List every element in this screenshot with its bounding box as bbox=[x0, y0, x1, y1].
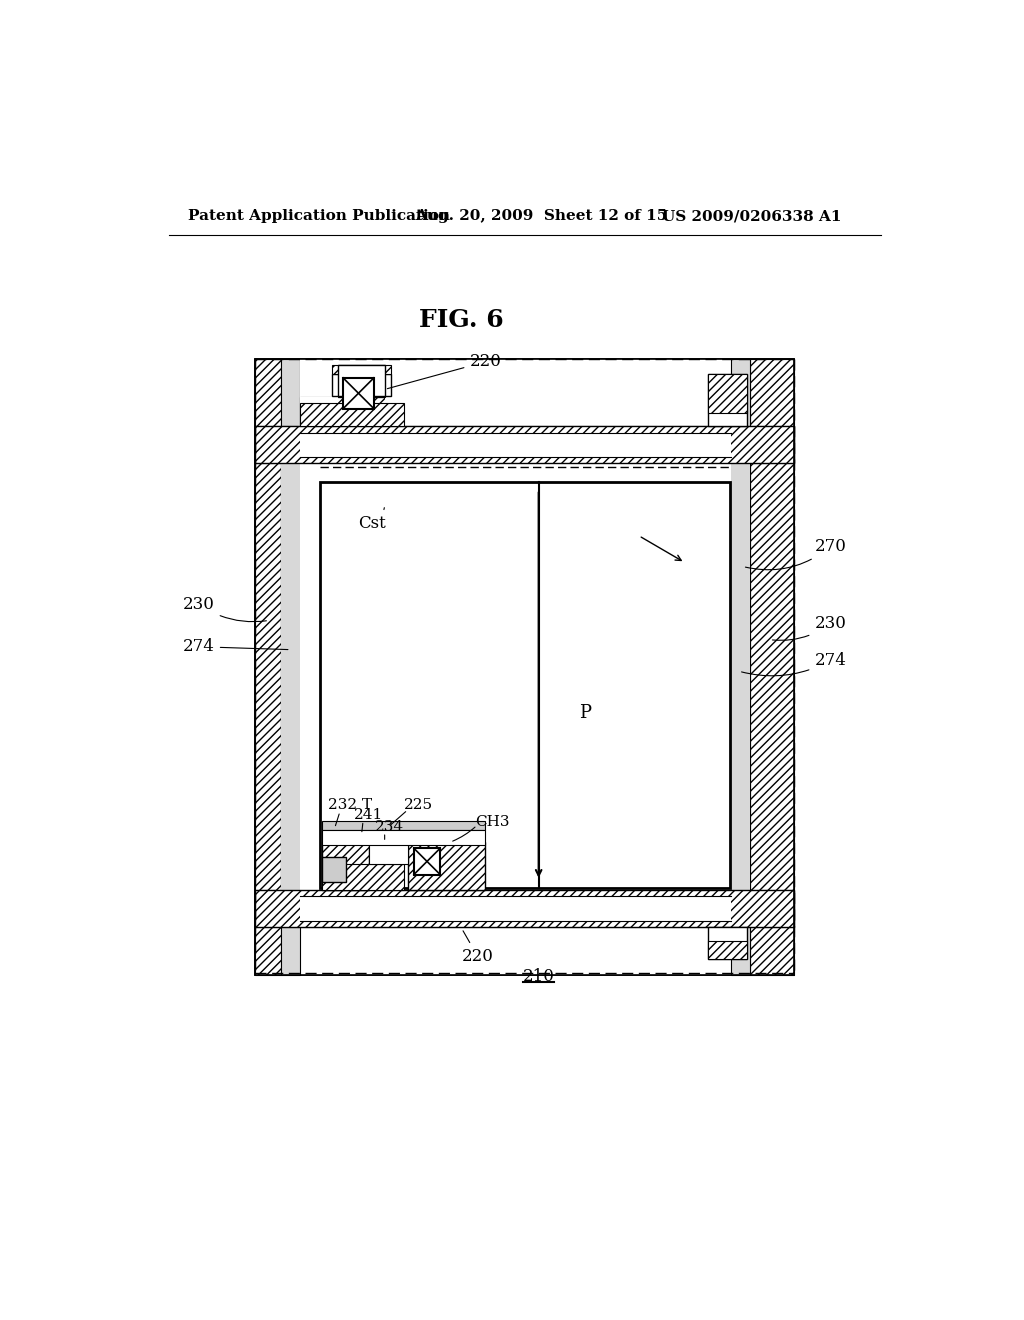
Bar bbox=[343, 378, 374, 409]
Bar bbox=[731, 359, 750, 974]
Text: 210: 210 bbox=[522, 968, 555, 985]
Text: 230: 230 bbox=[772, 615, 846, 640]
Bar bbox=[333, 374, 391, 396]
Bar bbox=[708, 374, 746, 426]
Text: 234: 234 bbox=[376, 820, 404, 834]
Bar bbox=[255, 426, 795, 463]
Bar bbox=[333, 364, 391, 374]
Bar bbox=[300, 896, 731, 921]
Bar bbox=[282, 359, 300, 974]
Bar bbox=[708, 374, 746, 412]
Bar bbox=[339, 364, 385, 397]
Text: 270: 270 bbox=[745, 539, 846, 570]
Text: P: P bbox=[579, 704, 591, 722]
Text: 232 T: 232 T bbox=[328, 799, 372, 812]
Bar bbox=[300, 404, 403, 426]
Bar bbox=[708, 941, 746, 960]
Text: Cst: Cst bbox=[357, 508, 385, 532]
Bar bbox=[319, 482, 730, 888]
Text: 230: 230 bbox=[183, 595, 266, 622]
Text: 225: 225 bbox=[403, 799, 433, 812]
Bar bbox=[255, 426, 795, 463]
Text: CH3: CH3 bbox=[475, 816, 510, 829]
Bar bbox=[255, 359, 795, 974]
Bar bbox=[339, 364, 385, 396]
Bar bbox=[255, 359, 795, 974]
Bar bbox=[255, 359, 795, 974]
Bar bbox=[322, 821, 484, 830]
Bar bbox=[255, 890, 795, 927]
Bar bbox=[300, 359, 403, 426]
Bar bbox=[300, 397, 392, 426]
Text: US 2009/0206338 A1: US 2009/0206338 A1 bbox=[662, 209, 842, 223]
Text: Aug. 20, 2009  Sheet 12 of 15: Aug. 20, 2009 Sheet 12 of 15 bbox=[416, 209, 668, 223]
Bar bbox=[408, 842, 484, 890]
Text: 241: 241 bbox=[354, 808, 383, 822]
Bar bbox=[322, 857, 346, 882]
Bar bbox=[282, 463, 300, 890]
Bar bbox=[322, 830, 484, 845]
Text: 274: 274 bbox=[741, 652, 846, 676]
Text: 220: 220 bbox=[387, 354, 501, 388]
Bar bbox=[339, 364, 385, 397]
Bar bbox=[300, 397, 339, 426]
Bar bbox=[370, 842, 408, 863]
Bar bbox=[322, 863, 403, 890]
Text: 220: 220 bbox=[462, 931, 494, 965]
Bar bbox=[731, 463, 750, 890]
Text: 274: 274 bbox=[183, 638, 288, 655]
Bar bbox=[385, 397, 403, 426]
Bar bbox=[750, 359, 795, 974]
Bar bbox=[414, 849, 440, 875]
Bar bbox=[708, 927, 746, 960]
Bar bbox=[300, 463, 731, 890]
Bar bbox=[300, 433, 731, 457]
Text: Patent Application Publication: Patent Application Publication bbox=[188, 209, 451, 223]
Text: FIG. 6: FIG. 6 bbox=[420, 308, 504, 333]
Bar bbox=[322, 842, 370, 890]
Bar bbox=[255, 890, 795, 927]
Bar bbox=[255, 359, 282, 974]
